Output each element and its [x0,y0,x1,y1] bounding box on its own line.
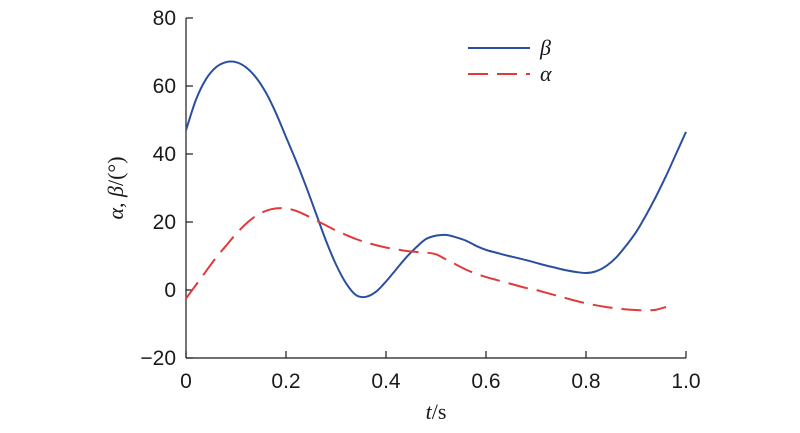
x-tick-label: 0.6 [471,370,500,393]
y-ticks: −20 0 20 40 60 80 [140,7,193,370]
legend: β α [468,35,552,86]
x-tick-label: 0.2 [271,370,300,393]
series-layer [185,60,687,312]
x-tick-label: 0.8 [571,370,600,393]
x-axis-title: t/s [426,399,447,424]
x-tick-label: 0.4 [371,370,401,393]
y-tick-label: 60 [153,75,176,98]
x-tick-label: 0 [180,370,192,393]
y-tick-label: 0 [164,279,176,302]
y-tick-label: −20 [140,347,176,370]
y-tick-label: 20 [153,211,176,234]
series-line-alpha [185,207,667,312]
legend-label-beta: β [539,35,551,60]
legend-label-alpha: α [540,61,552,86]
y-tick-label: 40 [153,143,176,166]
y-tick-label: 80 [153,7,176,30]
y-axis-title: α, β/(°) [103,156,128,219]
series-line-beta [185,60,687,299]
axes [185,18,686,359]
x-ticks: 0 0.2 0.4 0.6 0.8 1.0 [180,351,701,393]
x-tick-label: 1.0 [671,370,700,393]
